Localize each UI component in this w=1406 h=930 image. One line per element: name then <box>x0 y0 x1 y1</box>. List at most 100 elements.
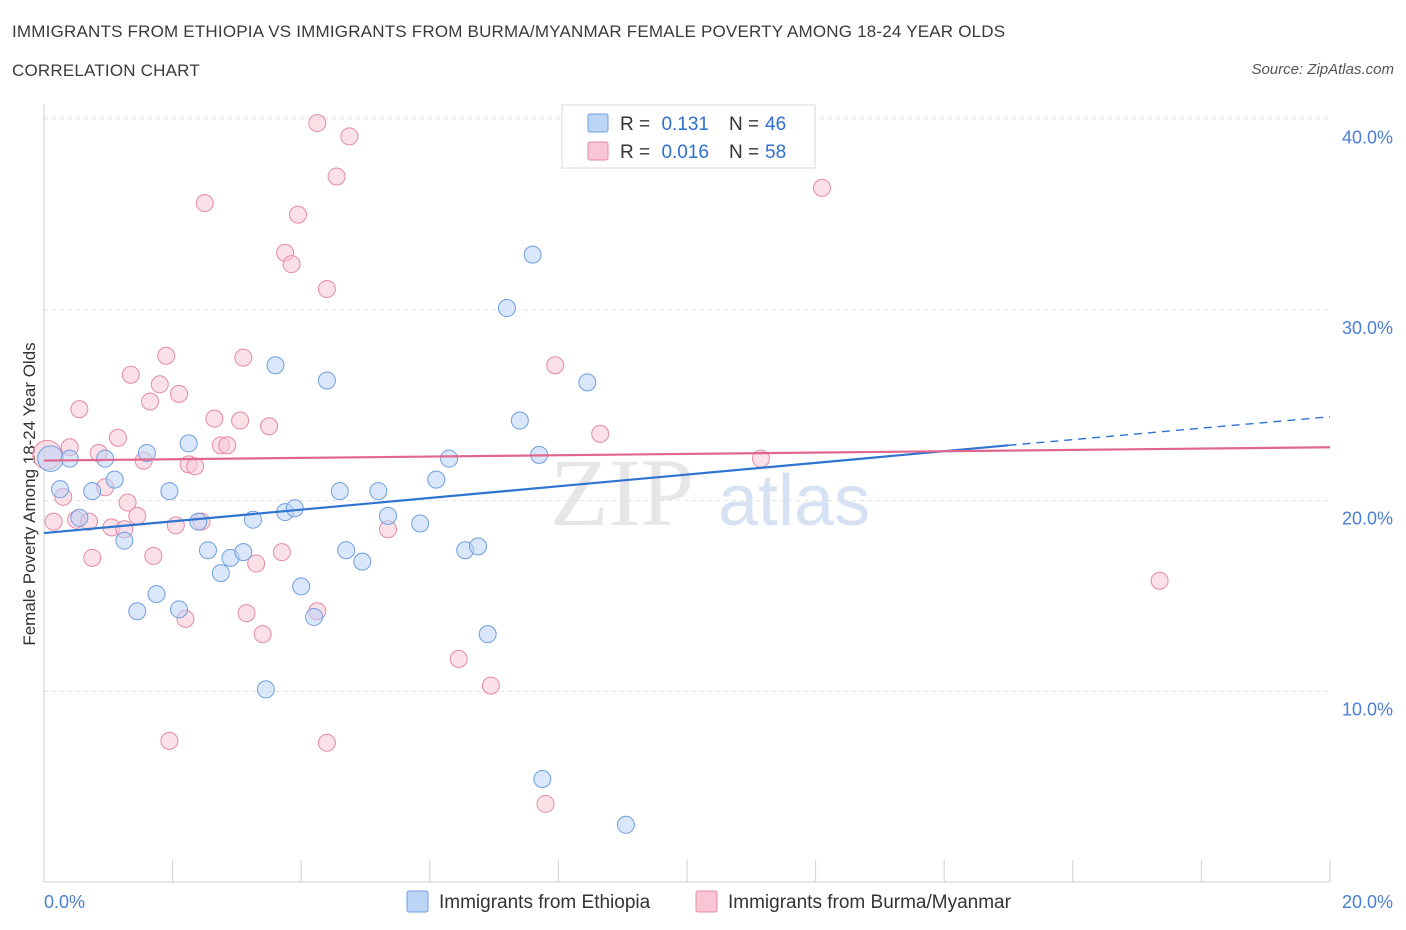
data-point-burma <box>195 194 214 213</box>
data-point-burma <box>141 392 160 411</box>
data-point-ethiopia <box>105 470 124 489</box>
stats-swatch-ethiopia <box>587 113 609 133</box>
stats-r-label: R = <box>620 142 650 163</box>
data-point-burma <box>253 625 272 644</box>
legend-swatch-burma <box>695 890 718 913</box>
legend-label-ethiopia: Immigrants from Ethiopia <box>439 892 651 913</box>
data-point-burma <box>327 167 346 186</box>
stats-legend: R = 0.131 N = 46 R = 0.016 N = 58 <box>561 104 816 169</box>
data-point-ethiopia <box>198 541 217 560</box>
data-point-burma <box>308 114 327 133</box>
legend-label-burma: Immigrants from Burma/Myanmar <box>728 892 1012 913</box>
data-point-burma <box>288 205 307 224</box>
data-point-burma <box>150 375 169 394</box>
data-point-burma <box>205 409 224 428</box>
data-point-ethiopia <box>337 541 356 560</box>
data-point-burma <box>108 428 127 447</box>
data-point-ethiopia <box>478 625 497 644</box>
stats-n-value: 58 <box>765 142 786 163</box>
data-point-ethiopia <box>266 356 285 375</box>
data-point-burma <box>546 356 565 375</box>
stats-r-value: 0.016 <box>661 142 709 163</box>
data-point-ethiopia <box>137 443 156 462</box>
data-point-burma <box>813 178 832 197</box>
data-point-burma <box>282 255 301 274</box>
data-point-ethiopia <box>160 482 179 501</box>
data-point-burma <box>128 506 147 525</box>
data-point-ethiopia <box>211 564 230 583</box>
data-point-burma <box>591 424 610 443</box>
trend-line-burma <box>43 446 1331 462</box>
data-point-burma <box>247 554 266 573</box>
watermark-zip: ZIP <box>550 439 694 546</box>
data-point-ethiopia <box>60 449 79 468</box>
y-tick-label: 30.0% <box>1342 318 1393 338</box>
data-point-burma <box>272 543 291 562</box>
chart-subtitle: CORRELATION CHART <box>12 61 200 80</box>
trend-lines <box>43 416 1331 535</box>
data-point-burma <box>449 649 468 668</box>
data-point-ethiopia <box>379 506 398 525</box>
data-point-burma <box>160 731 179 750</box>
source-credit: Source: ZipAtlas.com <box>1251 61 1394 78</box>
data-point-ethiopia <box>533 770 552 789</box>
data-point-ethiopia <box>440 449 459 468</box>
data-point-burma <box>231 411 250 430</box>
series-ethiopia-points <box>37 119 716 834</box>
data-point-ethiopia <box>427 470 446 489</box>
data-point-burma <box>44 512 63 531</box>
data-point-ethiopia <box>330 482 349 501</box>
data-point-burma <box>170 384 189 403</box>
data-point-ethiopia <box>353 552 372 571</box>
y-tick-label: 10.0% <box>1342 699 1393 719</box>
data-point-ethiopia <box>510 411 529 430</box>
trend-line-ethiopia <box>43 444 1009 535</box>
data-point-burma <box>157 346 176 365</box>
data-point-burma <box>121 365 140 384</box>
data-point-ethiopia <box>285 499 304 518</box>
x-tick-marks <box>43 860 1331 882</box>
data-point-ethiopia <box>369 482 388 501</box>
data-point-burma <box>317 733 336 752</box>
data-point-ethiopia <box>523 245 542 264</box>
data-point-burma <box>118 493 137 512</box>
data-point-burma <box>260 417 279 436</box>
data-point-ethiopia <box>189 512 208 531</box>
y-tick-label: 20.0% <box>1342 509 1393 529</box>
stats-n-label: N = <box>729 114 759 135</box>
data-point-ethiopia <box>51 480 70 499</box>
y-tick-labels: 10.0% 20.0% 30.0% 40.0% <box>1342 127 1393 719</box>
data-point-ethiopia <box>317 371 336 390</box>
data-point-burma <box>340 127 359 146</box>
stats-n-value: 46 <box>765 114 786 135</box>
data-point-ethiopia <box>70 508 89 527</box>
data-point-ethiopia <box>147 585 166 604</box>
data-point-burma <box>186 457 205 476</box>
data-point-ethiopia <box>616 815 635 834</box>
data-point-ethiopia <box>128 602 147 621</box>
x-tick-label-min: 0.0% <box>44 892 85 912</box>
data-point-ethiopia <box>469 537 488 556</box>
stats-n-label: N = <box>729 142 759 163</box>
data-point-burma <box>481 676 500 695</box>
data-point-ethiopia <box>170 600 189 619</box>
legend-swatch-ethiopia <box>406 890 429 913</box>
data-point-ethiopia <box>256 680 275 699</box>
data-point-ethiopia <box>179 434 198 453</box>
data-point-ethiopia <box>411 514 430 533</box>
series-legend: Immigrants from Ethiopia Immigrants from… <box>406 890 1012 913</box>
data-point-burma <box>234 348 253 367</box>
data-point-burma <box>317 279 336 298</box>
data-point-ethiopia <box>234 543 253 562</box>
data-point-burma <box>1150 571 1169 590</box>
y-axis-label: Female Poverty Among 18-24 Year Olds <box>20 342 39 645</box>
data-point-ethiopia <box>292 577 311 596</box>
data-point-ethiopia <box>497 299 516 318</box>
stats-r-value: 0.131 <box>661 114 709 135</box>
data-point-ethiopia <box>96 449 115 468</box>
trend-line-ethiopia-extension <box>1008 416 1331 447</box>
data-point-burma <box>70 400 89 419</box>
data-point-ethiopia <box>115 531 134 550</box>
x-tick-label-max: 20.0% <box>1342 892 1393 912</box>
